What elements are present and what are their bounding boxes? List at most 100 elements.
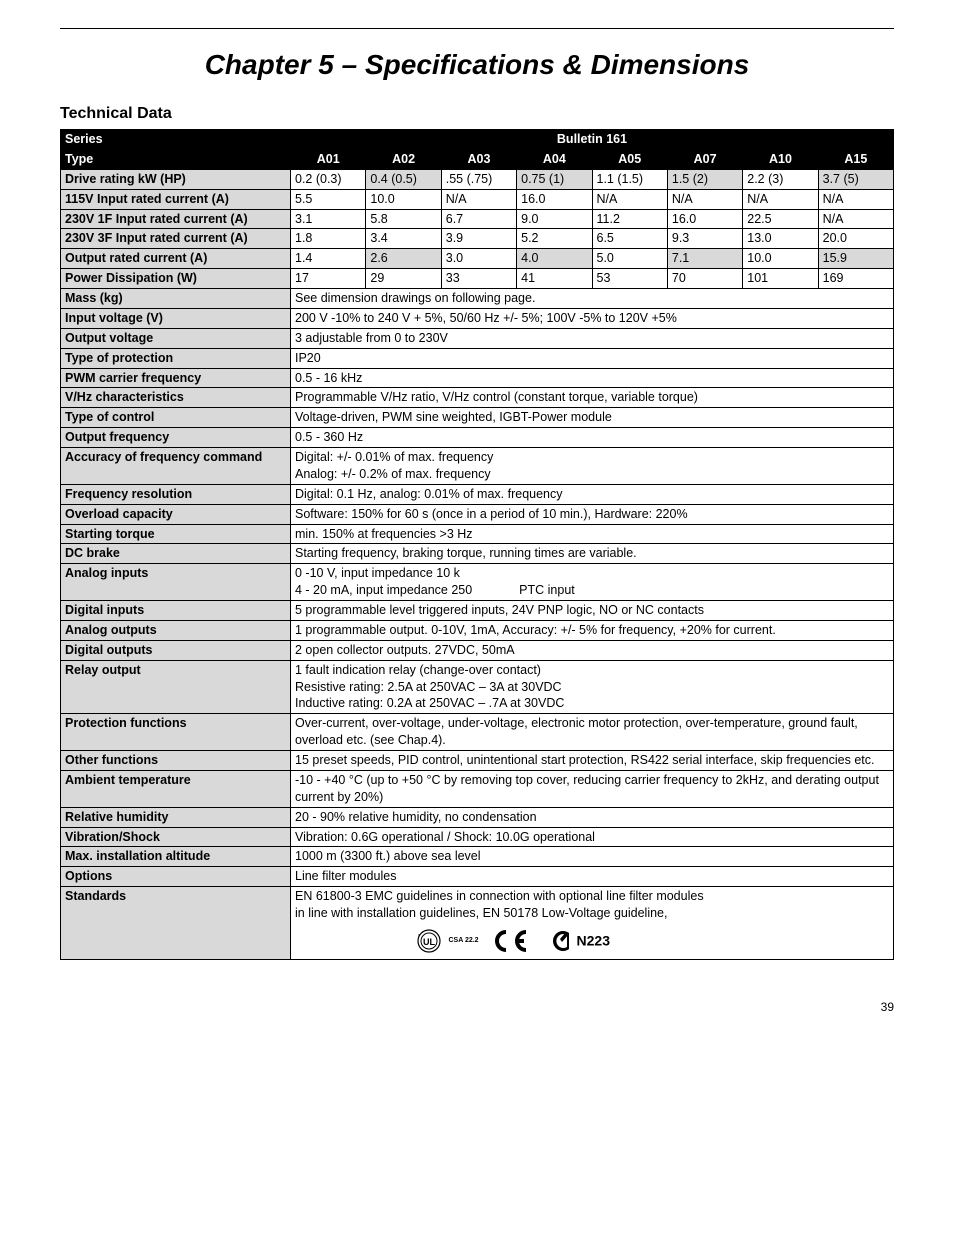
data-cell: 2.6 bbox=[366, 249, 441, 269]
row-label: Digital outputs bbox=[61, 640, 291, 660]
table-row: Starting torquemin. 150% at frequencies … bbox=[61, 524, 894, 544]
row-label: Input voltage (V) bbox=[61, 308, 291, 328]
row-label: 230V 3F Input rated current (A) bbox=[61, 229, 291, 249]
table-row: Standards EN 61800-3 EMC guidelines in c… bbox=[61, 887, 894, 960]
data-cell: 101 bbox=[743, 269, 818, 289]
data-cell: 3.7 (5) bbox=[818, 169, 893, 189]
analog-line: 0 -10 V, input impedance 10 k bbox=[295, 565, 889, 582]
row-value: min. 150% at frequencies >3 Hz bbox=[291, 524, 894, 544]
row-label: Max. installation altitude bbox=[61, 847, 291, 867]
row-value: 20 - 90% relative humidity, no condensat… bbox=[291, 807, 894, 827]
data-cell: 13.0 bbox=[743, 229, 818, 249]
data-cell: 5.0 bbox=[592, 249, 667, 269]
row-label: Digital inputs bbox=[61, 601, 291, 621]
spec-table: Series Bulletin 161 Type A01 A02 A03 A04… bbox=[60, 129, 894, 960]
row-label: Standards bbox=[61, 887, 291, 960]
table-row: Analog inputs 0 -10 V, input impedance 1… bbox=[61, 564, 894, 601]
row-value: 5 programmable level triggered inputs, 2… bbox=[291, 601, 894, 621]
row-value: -10 - +40 °C (up to +50 °C by removing t… bbox=[291, 770, 894, 807]
table-row: Mass (kg)See dimension drawings on follo… bbox=[61, 289, 894, 309]
row-value: Line filter modules bbox=[291, 867, 894, 887]
table-row: Output voltage3 adjustable from 0 to 230… bbox=[61, 328, 894, 348]
type-col: A10 bbox=[743, 149, 818, 169]
data-cell: 11.2 bbox=[592, 209, 667, 229]
analog-line-left: 4 - 20 mA, input impedance 250 bbox=[295, 583, 472, 597]
data-cell: 16.0 bbox=[517, 189, 592, 209]
data-cell: 169 bbox=[818, 269, 893, 289]
table-row: Digital inputs5 programmable level trigg… bbox=[61, 601, 894, 621]
data-cell: 5.2 bbox=[517, 229, 592, 249]
row-value: Vibration: 0.6G operational / Shock: 10.… bbox=[291, 827, 894, 847]
row-value: 1 programmable output. 0-10V, 1mA, Accur… bbox=[291, 620, 894, 640]
table-row: Frequency resolutionDigital: 0.1 Hz, ana… bbox=[61, 484, 894, 504]
data-cell: 1.1 (1.5) bbox=[592, 169, 667, 189]
csa-text: CSA 22.2 bbox=[448, 937, 478, 944]
accuracy-line: Analog: +/- 0.2% of max. frequency bbox=[295, 466, 889, 483]
n223-text: N223 bbox=[577, 932, 610, 948]
data-cell: 10.0 bbox=[743, 249, 818, 269]
relay-line: Resistive rating: 2.5A at 250VAC – 3A at… bbox=[295, 679, 889, 696]
row-label: Other functions bbox=[61, 751, 291, 771]
row-label: 115V Input rated current (A) bbox=[61, 189, 291, 209]
type-col: A05 bbox=[592, 149, 667, 169]
ctick-mark-icon bbox=[549, 928, 573, 954]
svg-text:UL: UL bbox=[423, 937, 435, 947]
data-cell: N/A bbox=[818, 189, 893, 209]
table-row: 230V 1F Input rated current (A)3.15.86.7… bbox=[61, 209, 894, 229]
data-cell: N/A bbox=[441, 189, 516, 209]
table-row: Power Dissipation (W)172933415370101169 bbox=[61, 269, 894, 289]
table-row: PWM carrier frequency0.5 - 16 kHz bbox=[61, 368, 894, 388]
data-cell: 7.1 bbox=[667, 249, 742, 269]
accuracy-line: Digital: +/- 0.01% of max. frequency bbox=[295, 449, 889, 466]
row-label: Accuracy of frequency command bbox=[61, 448, 291, 485]
page-number: 39 bbox=[60, 1000, 894, 1014]
data-cell: 41 bbox=[517, 269, 592, 289]
row-label: Relay output bbox=[61, 660, 291, 714]
table-row: Output frequency0.5 - 360 Hz bbox=[61, 428, 894, 448]
series-label: Series bbox=[61, 130, 291, 150]
top-rule bbox=[60, 28, 894, 29]
row-value: IP20 bbox=[291, 348, 894, 368]
type-col: A03 bbox=[441, 149, 516, 169]
analog-line-right: PTC input bbox=[519, 583, 575, 597]
row-label: Drive rating kW (HP) bbox=[61, 169, 291, 189]
data-cell: 3.4 bbox=[366, 229, 441, 249]
row-label: 230V 1F Input rated current (A) bbox=[61, 209, 291, 229]
data-cell: 6.5 bbox=[592, 229, 667, 249]
row-label: Analog inputs bbox=[61, 564, 291, 601]
row-label: Starting torque bbox=[61, 524, 291, 544]
row-value: Programmable V/Hz ratio, V/Hz control (c… bbox=[291, 388, 894, 408]
data-cell: 16.0 bbox=[667, 209, 742, 229]
data-cell: 0.2 (0.3) bbox=[291, 169, 366, 189]
data-cell: .55 (.75) bbox=[441, 169, 516, 189]
row-label: Protection functions bbox=[61, 714, 291, 751]
row-label: Output rated current (A) bbox=[61, 249, 291, 269]
type-col: A15 bbox=[818, 149, 893, 169]
table-row: Other functions 15 preset speeds, PID co… bbox=[61, 751, 894, 771]
data-cell: 70 bbox=[667, 269, 742, 289]
table-row: V/Hz characteristicsProgrammable V/Hz ra… bbox=[61, 388, 894, 408]
table-row: Ambient temperature -10 - +40 °C (up to … bbox=[61, 770, 894, 807]
table-row: Overload capacitySoftware: 150% for 60 s… bbox=[61, 504, 894, 524]
type-col: A02 bbox=[366, 149, 441, 169]
data-cell: 10.0 bbox=[366, 189, 441, 209]
row-value: See dimension drawings on following page… bbox=[291, 289, 894, 309]
ul-mark-icon: UL c bbox=[415, 928, 443, 954]
data-cell: 3.9 bbox=[441, 229, 516, 249]
data-cell: 17 bbox=[291, 269, 366, 289]
row-value: Digital: 0.1 Hz, analog: 0.01% of max. f… bbox=[291, 484, 894, 504]
table-row: Protection functions Over-current, over-… bbox=[61, 714, 894, 751]
row-label: Output frequency bbox=[61, 428, 291, 448]
data-cell: 0.75 (1) bbox=[517, 169, 592, 189]
data-cell: N/A bbox=[743, 189, 818, 209]
svg-text:c: c bbox=[418, 932, 420, 937]
row-label: DC brake bbox=[61, 544, 291, 564]
row-label: Overload capacity bbox=[61, 504, 291, 524]
row-value: Voltage-driven, PWM sine weighted, IGBT-… bbox=[291, 408, 894, 428]
table-row: Digital outputs2 open collector outputs.… bbox=[61, 640, 894, 660]
type-label: Type bbox=[61, 149, 291, 169]
ce-mark-icon bbox=[490, 928, 530, 954]
table-row: Max. installation altitude1000 m (3300 f… bbox=[61, 847, 894, 867]
row-label: Frequency resolution bbox=[61, 484, 291, 504]
table-row: OptionsLine filter modules bbox=[61, 867, 894, 887]
